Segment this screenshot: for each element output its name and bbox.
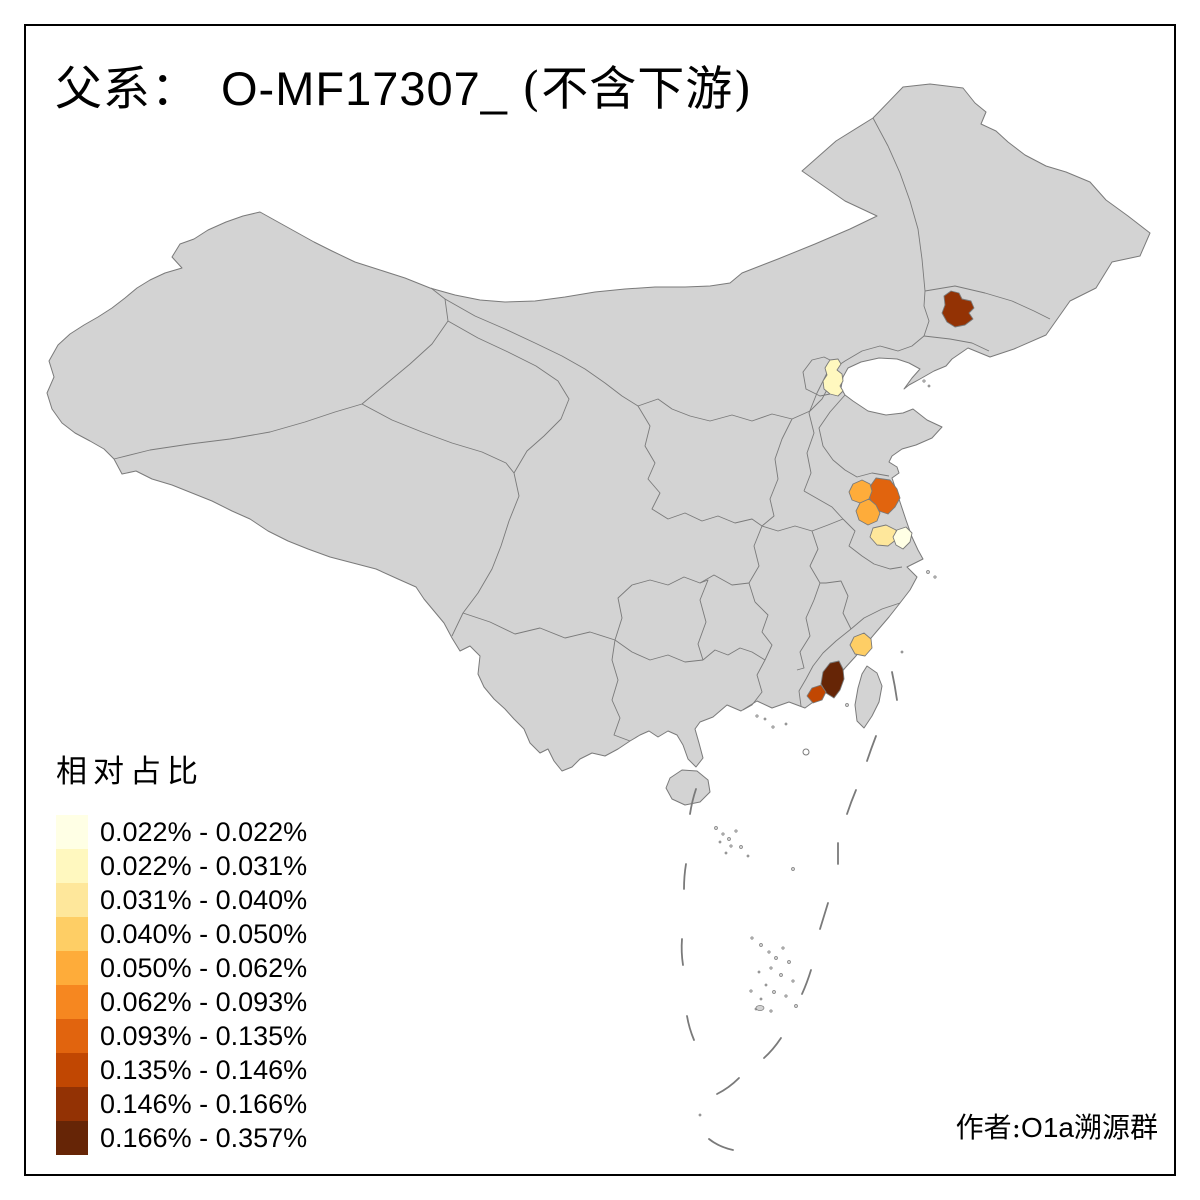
legend-color-swatch	[56, 1121, 88, 1155]
nine-dash-line	[680, 671, 898, 1151]
region-jiangsu-central	[855, 498, 881, 526]
legend-item: 0.022% - 0.031%	[56, 849, 307, 883]
page-title: 父系： O-MF17307_ (不含下游)	[55, 62, 753, 117]
province-borders	[113, 117, 1051, 742]
legend: 相对占比 0.022% - 0.022% 0.022% - 0.031% 0.031…	[56, 746, 307, 1155]
author-group-latin: O1a	[1021, 1112, 1074, 1143]
author-prefix: 作者:	[955, 1111, 1022, 1144]
legend-label: 0.166% - 0.357%	[100, 1122, 308, 1153]
legend-label: 0.135% - 0.146%	[100, 1054, 308, 1085]
legend-item: 0.022% - 0.022%	[56, 815, 307, 849]
legend-item: 0.040% - 0.050%	[56, 917, 307, 951]
legend-label: 0.062% - 0.093%	[100, 986, 308, 1017]
legend-items: 0.022% - 0.022% 0.022% - 0.031% 0.031% - 0…	[56, 815, 307, 1155]
china-mainland	[46, 83, 1151, 772]
plot-frame	[24, 24, 1176, 1176]
title-downstream-note: (不含下游)	[521, 62, 753, 117]
region-jiangsu-nantong	[892, 526, 913, 550]
south-china-sea-islands	[698, 748, 810, 1117]
legend-label: 0.050% - 0.062%	[100, 952, 308, 983]
region-fujian-southwest	[806, 684, 827, 704]
legend-item: 0.135% - 0.146%	[56, 1053, 307, 1087]
legend-color-swatch	[56, 883, 88, 917]
legend-color-swatch	[56, 1053, 88, 1087]
legend-label: 0.031% - 0.040%	[100, 884, 308, 915]
hainan-island	[665, 769, 711, 806]
legend-label: 0.022% - 0.022%	[100, 816, 308, 847]
legend-title: 相对占比	[56, 754, 204, 790]
legend-color-swatch	[56, 1087, 88, 1121]
legend-label: 0.146% - 0.166%	[100, 1088, 308, 1119]
coastal-islets	[755, 379, 937, 729]
legend-item: 0.031% - 0.040%	[56, 883, 307, 917]
legend-item: 0.093% - 0.135%	[56, 1019, 307, 1053]
legend-item: 0.050% - 0.062%	[56, 951, 307, 985]
legend-item: 0.146% - 0.166%	[56, 1087, 307, 1121]
legend-item: 0.166% - 0.357%	[56, 1121, 307, 1155]
legend-color-swatch	[56, 815, 88, 849]
region-fujian-south	[820, 660, 845, 699]
title-paternal-label: 父系：	[55, 62, 199, 117]
legend-color-swatch	[56, 951, 88, 985]
region-northeast-prefecture	[941, 290, 975, 328]
legend-item: 0.062% - 0.093%	[56, 985, 307, 1019]
region-fujian-coastal	[849, 632, 873, 657]
title-haplogroup: O-MF17307_	[221, 62, 508, 115]
legend-label: 0.093% - 0.135%	[100, 1020, 308, 1051]
legend-label: 0.040% - 0.050%	[100, 918, 308, 949]
legend-color-swatch	[56, 917, 88, 951]
author-group-cjk: 溯源群	[1073, 1111, 1158, 1144]
region-tianjin	[822, 358, 844, 397]
region-jiangsu-taizhou	[869, 524, 898, 547]
highlighted-regions	[806, 290, 975, 704]
legend-color-swatch	[56, 985, 88, 1019]
legend-label: 0.022% - 0.031%	[100, 850, 308, 881]
legend-color-swatch	[56, 849, 88, 883]
author-credit: 作者:O1a溯源群	[956, 1106, 1158, 1146]
taiwan-island	[854, 665, 883, 729]
legend-color-swatch	[56, 1019, 88, 1053]
